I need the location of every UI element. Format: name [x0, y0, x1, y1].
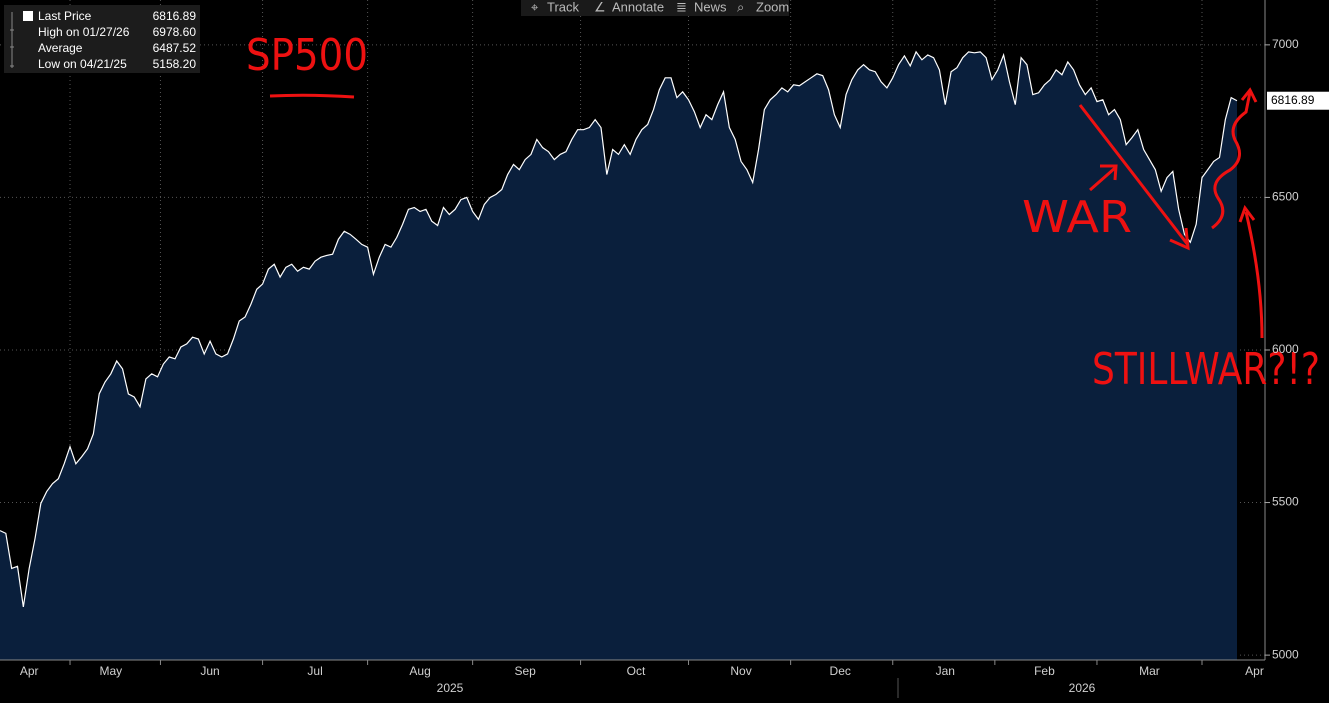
x-tick-label: Feb	[1034, 664, 1055, 678]
year-label: 2026	[1069, 681, 1096, 695]
x-tick-label: Sep	[514, 664, 536, 678]
toolbar: ⌖ Track ∠ Annotate ≣ News ⌕ Zoom	[521, 0, 789, 16]
toolbar-label[interactable]: Zoom	[756, 0, 789, 14]
arrow	[1238, 204, 1264, 339]
y-tick-label: 7000	[1272, 37, 1299, 51]
area	[0, 51, 1237, 661]
stat-value: 6816.89	[153, 9, 197, 23]
stat-label: Low on 04/21/25	[38, 57, 127, 71]
annotation-text: SP500	[246, 30, 368, 81]
x-tick-label: Oct	[627, 664, 646, 678]
stat-label: High on 01/27/26	[38, 25, 130, 39]
svg-text:⌕: ⌕	[737, 0, 744, 14]
track-button[interactable]: ⌖ Track	[531, 0, 580, 14]
arrow	[1078, 104, 1190, 251]
last-price-label: 6816.89	[1271, 93, 1315, 107]
year-label: 2025	[437, 681, 464, 695]
toolbar-label[interactable]: Track	[547, 0, 580, 14]
stat-value: 5158.20	[153, 57, 197, 71]
x-tick-label: Apr	[20, 664, 39, 678]
annotations: SP500 WAR STILLWAR?!?	[246, 30, 1320, 395]
stat-label: Average	[38, 41, 83, 55]
x-tick-label: May	[100, 664, 123, 678]
y-tick-label: 6500	[1272, 190, 1299, 204]
x-tick-label: Nov	[730, 664, 751, 678]
svg-text:⌖: ⌖	[531, 0, 539, 14]
x-tick-label: Dec	[830, 664, 851, 678]
underline	[269, 93, 355, 99]
annotation-text: STILLWAR?!?	[1092, 344, 1320, 395]
news-button[interactable]: ≣ News	[676, 0, 727, 14]
x-tick-label: Jul	[307, 664, 322, 678]
annotation-text: WAR	[1022, 192, 1132, 243]
legend-swatch	[23, 11, 33, 21]
line	[0, 50, 1238, 607]
x-tick-label: Jun	[200, 664, 219, 678]
stat-label: Last Price	[38, 9, 92, 23]
x-tick-label: Mar	[1139, 664, 1160, 678]
annotate-button[interactable]: ∠ Annotate	[594, 0, 664, 14]
x-tick-label: Apr	[1245, 664, 1264, 678]
stats-panel: Last Price 6816.89 High on 01/27/26 6978…	[4, 5, 200, 73]
y-tick-label: 6000	[1272, 342, 1299, 356]
zoom-button[interactable]: ⌕ Zoom	[737, 0, 789, 14]
svg-text:≣: ≣	[676, 0, 687, 14]
toolbar-bg	[521, 0, 789, 16]
x-tick-label: Jan	[936, 664, 955, 678]
y-tick-label: 5000	[1272, 647, 1299, 661]
stats-bracket	[10, 12, 14, 68]
arrow	[1089, 164, 1118, 192]
last-price-tag	[1267, 91, 1329, 110]
x-tick-label: Aug	[409, 664, 430, 678]
toolbar-label[interactable]: Annotate	[612, 0, 664, 14]
toolbar-label[interactable]: News	[694, 0, 727, 14]
stat-value: 6487.52	[153, 41, 197, 55]
stat-value: 6978.60	[153, 25, 197, 39]
svg-text:∠: ∠	[594, 0, 606, 14]
y-tick-label: 5500	[1272, 495, 1299, 509]
arrow	[1211, 87, 1258, 230]
plot-area	[0, 0, 1265, 661]
stats-bg	[4, 5, 200, 73]
